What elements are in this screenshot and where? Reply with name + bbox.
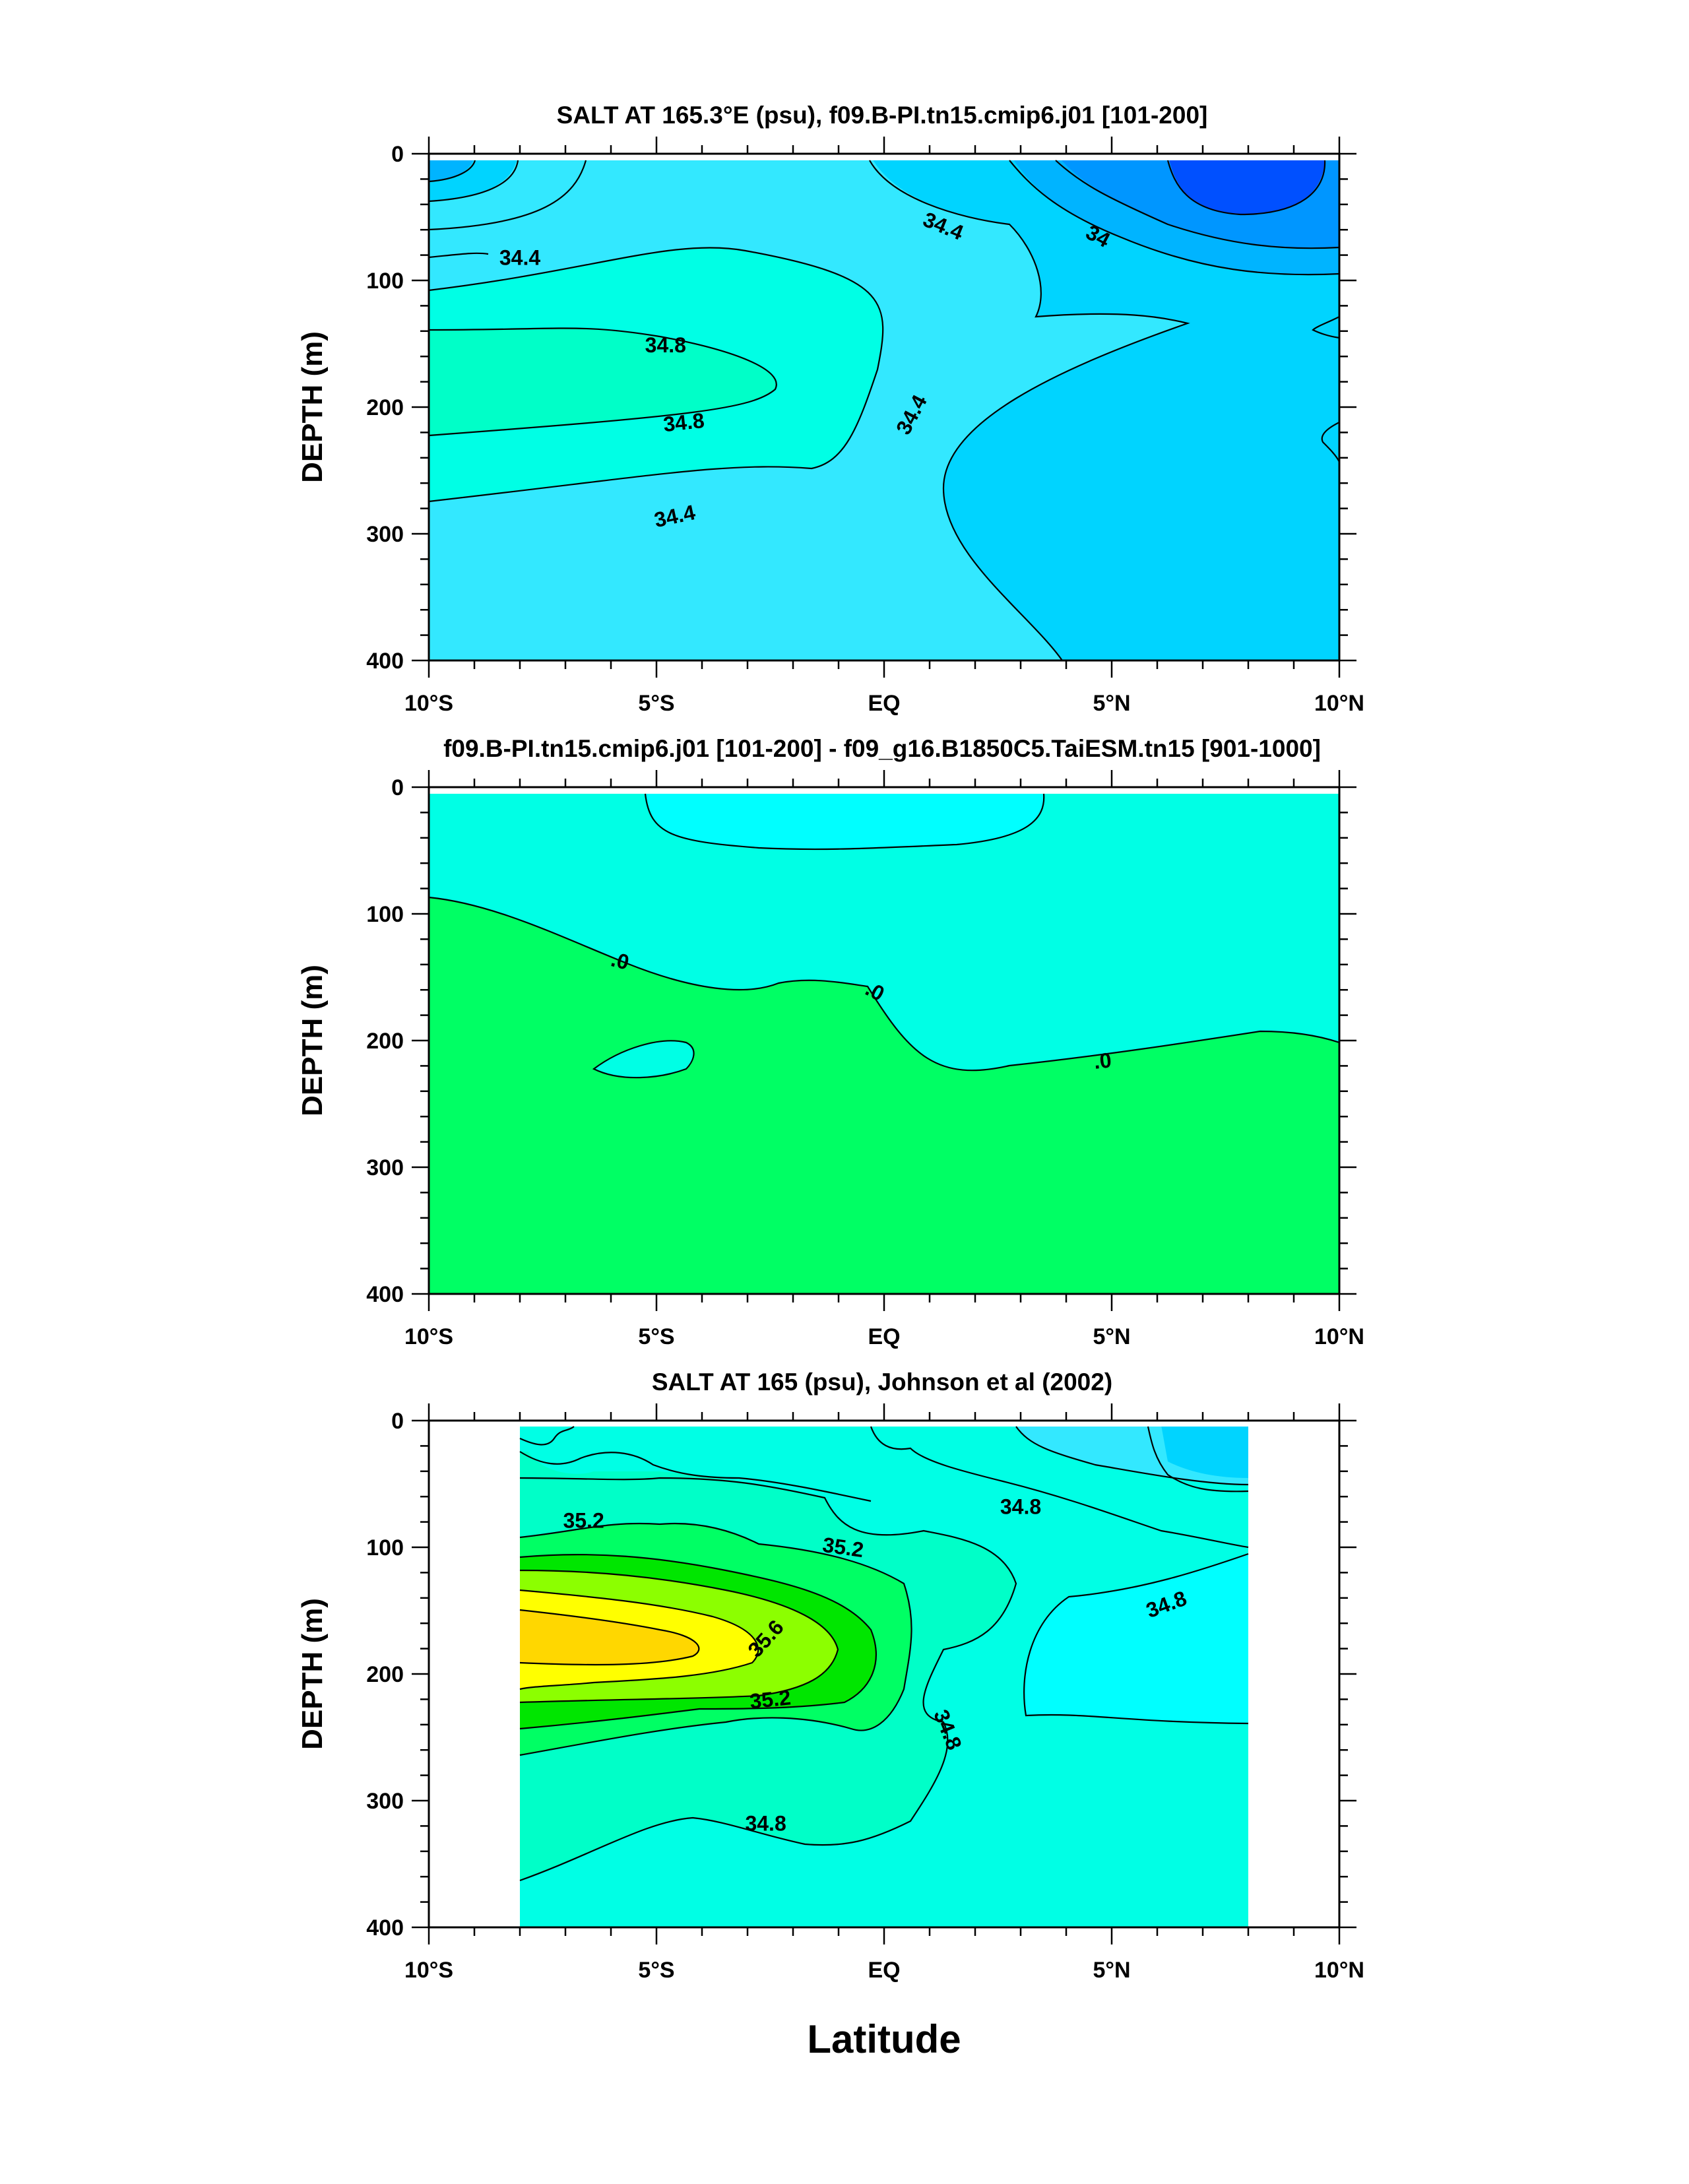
x-tick-label: 10°N (1314, 691, 1364, 716)
y-axis-label: DEPTH (m) (296, 331, 329, 483)
svg-text:34.8: 34.8 (1000, 1495, 1041, 1519)
x-tick-label: 5°N (1093, 691, 1130, 716)
axes (412, 1403, 1356, 1944)
x-tick-label: EQ (868, 691, 900, 716)
svg-text:.0: .0 (1093, 1048, 1112, 1074)
panel-title: f09.B-PI.tn15.cmip6.j01 [101-200] - f09_… (443, 735, 1321, 762)
x-tick-labels: 10°S 5°S EQ 5°N 10°N (404, 1324, 1364, 1349)
x-tick-label: 10°S (404, 1324, 453, 1349)
x-tick-label: EQ (868, 1958, 900, 1983)
y-tick-label: 400 (366, 1915, 404, 1941)
x-tick-label: 5°S (638, 1958, 674, 1983)
y-tick-label: 200 (366, 395, 404, 420)
contour-label: .0 (1093, 1048, 1112, 1074)
panel-difference: f09.B-PI.tn15.cmip6.j01 [101-200] - f09_… (296, 735, 1364, 1349)
contour-fill (429, 154, 1339, 660)
svg-text:34.4: 34.4 (499, 245, 540, 269)
contour-label: 34.8 (645, 333, 686, 357)
contour-lines (428, 160, 1340, 661)
y-tick-label: 200 (366, 1029, 404, 1054)
x-tick-label: 5°N (1093, 1958, 1130, 1983)
axes (412, 137, 1356, 678)
contour-label: 35.2 (749, 1685, 792, 1713)
panel-title: SALT AT 165 (psu), Johnson et al (2002) (652, 1368, 1112, 1396)
axes (412, 770, 1356, 1311)
y-tick-label: 0 (391, 775, 404, 800)
panel-observed-salinity: SALT AT 165 (psu), Johnson et al (2002) (296, 1368, 1364, 2061)
panel-model-salinity: SALT AT 165.3°E (psu), f09.B-PI.tn15.cmi… (296, 102, 1364, 716)
y-tick-label: 300 (366, 1789, 404, 1814)
y-tick-label: 100 (366, 902, 404, 927)
minor-ticks (420, 1412, 1348, 1936)
x-tick-label: 10°S (404, 1958, 453, 1983)
contour-label: 35.2 (821, 1533, 866, 1562)
y-tick-label: 300 (366, 1155, 404, 1180)
svg-text:35.2: 35.2 (563, 1509, 604, 1533)
svg-text:34.8: 34.8 (662, 408, 706, 436)
y-tick-label: 400 (366, 1282, 404, 1307)
y-tick-label: 0 (391, 142, 404, 167)
contour-lines (428, 793, 1340, 1079)
svg-text:35.2: 35.2 (821, 1533, 866, 1562)
y-tick-label: 400 (366, 649, 404, 674)
contour-lines (519, 1426, 1249, 1882)
y-tick-label: 0 (391, 1409, 404, 1434)
y-axis-label: DEPTH (m) (296, 1598, 329, 1750)
x-tick-label: 10°S (404, 691, 453, 716)
minor-ticks (420, 779, 1348, 1302)
x-tick-label: 10°N (1314, 1324, 1364, 1349)
contour-fill (520, 1421, 1248, 1927)
x-tick-labels: 10°S 5°S EQ 5°N 10°N (404, 1958, 1364, 1983)
contour-label: 34.8 (1000, 1495, 1041, 1519)
contour-label: 35.2 (563, 1509, 604, 1533)
x-tick-label: 10°N (1314, 1958, 1364, 1983)
svg-text:35.2: 35.2 (749, 1685, 792, 1713)
x-axis-label: Latitude (807, 2017, 961, 2061)
y-axis-label: DEPTH (m) (296, 965, 329, 1116)
x-tick-label: 5°S (638, 691, 674, 716)
y-tick-labels: 0 100 200 300 400 (366, 142, 404, 674)
contour-label: 34.8 (745, 1812, 786, 1836)
y-tick-labels: 0 100 200 300 400 (366, 1409, 404, 1941)
panel-title: SALT AT 165.3°E (psu), f09.B-PI.tn15.cmi… (557, 102, 1208, 129)
major-ticks (412, 137, 1356, 678)
minor-ticks (420, 145, 1348, 669)
svg-text:34.8: 34.8 (745, 1812, 786, 1836)
contour-label: 34.8 (662, 408, 706, 436)
major-ticks (412, 1403, 1356, 1944)
major-ticks (412, 770, 1356, 1311)
y-tick-label: 300 (366, 522, 404, 547)
x-tick-label: 5°N (1093, 1324, 1130, 1349)
contour-fill (429, 787, 1339, 1294)
x-tick-labels: 10°S 5°S EQ 5°N 10°N (404, 691, 1364, 716)
y-tick-label: 200 (366, 1662, 404, 1687)
y-tick-label: 100 (366, 1535, 404, 1560)
contour-label: 34.4 (499, 245, 540, 269)
y-tick-label: 100 (366, 269, 404, 294)
x-tick-label: 5°S (638, 1324, 674, 1349)
y-tick-labels: 0 100 200 300 400 (366, 775, 404, 1307)
svg-text:34.8: 34.8 (645, 333, 686, 357)
x-tick-label: EQ (868, 1324, 900, 1349)
